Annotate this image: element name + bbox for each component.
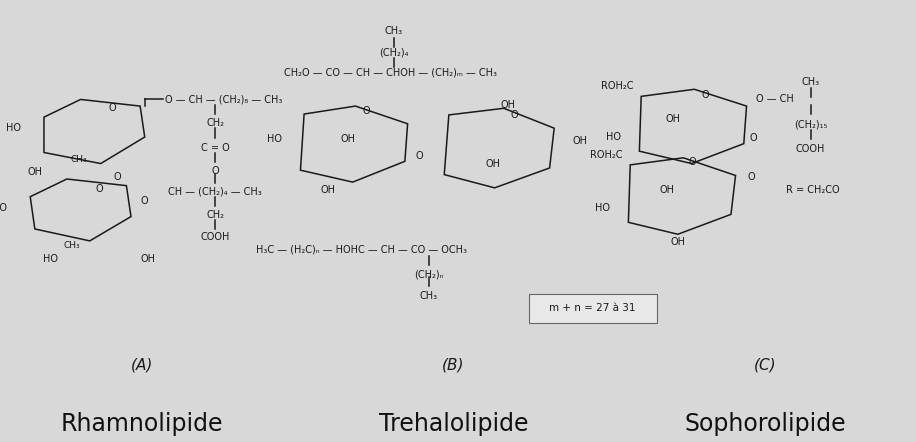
Text: O: O	[416, 151, 423, 160]
Text: CH₃: CH₃	[802, 77, 820, 87]
Text: Trehalolipide: Trehalolipide	[378, 412, 529, 436]
Text: OH: OH	[140, 254, 155, 263]
Text: HO: HO	[6, 123, 21, 133]
Text: (C): (C)	[754, 357, 776, 372]
Text: O: O	[109, 103, 116, 113]
Text: (B): (B)	[442, 357, 464, 372]
Text: CH₂: CH₂	[206, 210, 224, 220]
Text: OH: OH	[27, 168, 42, 177]
Text: Rhamnolipide: Rhamnolipide	[60, 412, 224, 436]
Text: O: O	[689, 157, 696, 167]
Text: OH: OH	[341, 134, 355, 144]
Text: HO: HO	[606, 132, 621, 142]
Text: O: O	[702, 90, 709, 99]
Text: OH: OH	[572, 137, 587, 146]
Text: ROH₂C: ROH₂C	[602, 81, 634, 91]
Text: O: O	[747, 172, 755, 182]
Text: CH — (CH₂)₄ — CH₃: CH — (CH₂)₄ — CH₃	[169, 186, 262, 196]
Text: CH₃: CH₃	[63, 241, 80, 250]
Text: R = CH₂CO: R = CH₂CO	[786, 185, 840, 195]
Text: CH₂: CH₂	[206, 118, 224, 128]
Text: O — CH — (CH₂)₈ — CH₃: O — CH — (CH₂)₈ — CH₃	[165, 95, 282, 104]
Text: C = O: C = O	[201, 143, 230, 153]
Text: OH: OH	[321, 185, 335, 195]
Text: CH₃: CH₃	[385, 26, 403, 36]
Text: m + n = 27 à 31: m + n = 27 à 31	[550, 303, 636, 313]
FancyBboxPatch shape	[529, 294, 657, 323]
Text: O: O	[212, 166, 219, 176]
Text: OH: OH	[501, 100, 516, 110]
Text: CH₃: CH₃	[71, 155, 87, 164]
Text: O: O	[140, 196, 147, 206]
Text: HO: HO	[267, 134, 282, 144]
Text: HO: HO	[43, 254, 58, 263]
Text: OH: OH	[666, 114, 681, 124]
Text: OH: OH	[660, 185, 674, 195]
Text: HO: HO	[595, 203, 610, 213]
Text: COOH: COOH	[201, 232, 230, 242]
Text: (CH₂)ₙ: (CH₂)ₙ	[414, 270, 443, 280]
Text: OH: OH	[671, 237, 685, 247]
Text: (CH₂)₁₅: (CH₂)₁₅	[794, 119, 827, 130]
Text: CH₃: CH₃	[420, 291, 438, 301]
Text: Sophorolipide: Sophorolipide	[684, 412, 845, 436]
Text: O: O	[95, 184, 103, 194]
Text: O: O	[114, 172, 121, 182]
Text: O: O	[363, 107, 370, 116]
Text: H₃C — (H₂C)ₙ — HOHC — CH — CO — OCH₃: H₃C — (H₂C)ₙ — HOHC — CH — CO — OCH₃	[256, 245, 467, 255]
Text: O: O	[749, 133, 757, 143]
Text: HO: HO	[0, 203, 7, 213]
Text: CH₂O — CO — CH — CHOH — (CH₂)ₘ — CH₃: CH₂O — CO — CH — CHOH — (CH₂)ₘ — CH₃	[284, 67, 497, 77]
Text: ROH₂C: ROH₂C	[591, 150, 623, 160]
Text: O: O	[511, 110, 518, 120]
Text: (A): (A)	[131, 357, 153, 372]
Text: OH: OH	[485, 159, 500, 168]
Text: (CH₂)₄: (CH₂)₄	[379, 47, 409, 57]
Text: COOH: COOH	[796, 144, 825, 154]
Text: O — CH: O — CH	[756, 95, 793, 104]
